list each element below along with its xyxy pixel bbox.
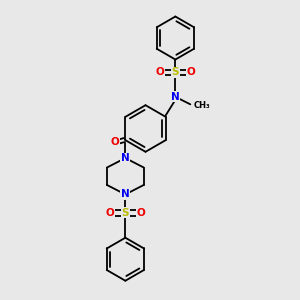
Text: N: N	[121, 189, 130, 200]
Text: O: O	[136, 208, 145, 218]
Text: O: O	[155, 68, 164, 77]
Text: S: S	[172, 68, 179, 77]
Text: O: O	[187, 68, 195, 77]
Text: N: N	[171, 92, 180, 102]
Text: CH₃: CH₃	[193, 101, 210, 110]
Text: O: O	[105, 208, 114, 218]
Text: O: O	[110, 136, 119, 147]
Text: S: S	[122, 208, 129, 218]
Text: N: N	[121, 153, 130, 163]
